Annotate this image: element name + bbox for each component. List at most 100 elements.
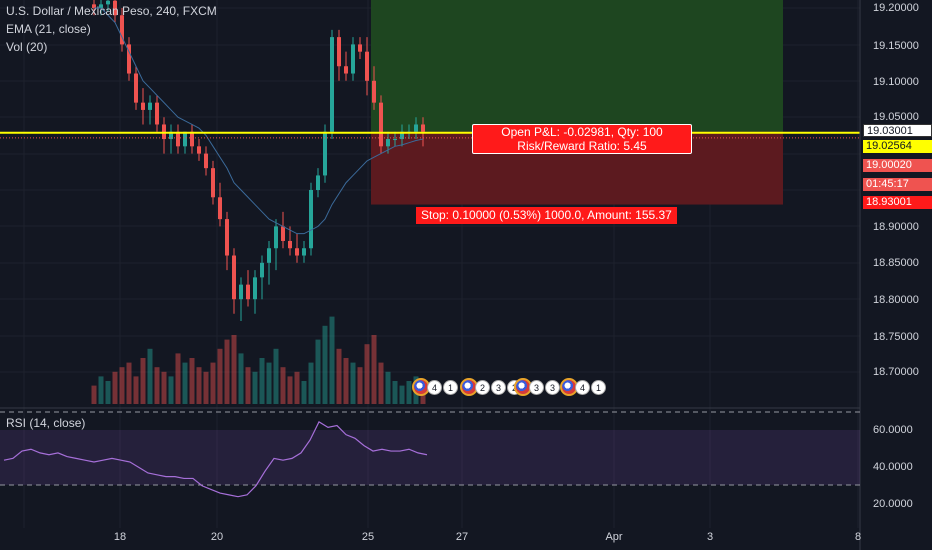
- candle-body[interactable]: [288, 240, 292, 249]
- candle-body[interactable]: [337, 37, 341, 67]
- candle-body[interactable]: [218, 197, 222, 220]
- candle-body[interactable]: [148, 102, 152, 110]
- countdown-label: 01:45:17: [863, 178, 932, 191]
- candle-body[interactable]: [190, 131, 194, 147]
- candle-body[interactable]: [141, 102, 145, 110]
- economic-event[interactable]: 3 3: [514, 376, 560, 398]
- volume-bar: [231, 335, 237, 404]
- volume-bars: [91, 316, 426, 404]
- volume-bar: [119, 367, 125, 404]
- candle-body[interactable]: [414, 124, 418, 132]
- candle-body[interactable]: [344, 66, 348, 74]
- candle-body[interactable]: [99, 4, 103, 8]
- volume-bar: [392, 381, 398, 404]
- ema-legend[interactable]: EMA (21, close): [6, 22, 91, 36]
- candle-body[interactable]: [330, 37, 334, 132]
- rsi-legend[interactable]: RSI (14, close): [6, 416, 86, 430]
- x-tick: 3: [706, 531, 714, 543]
- candle-body[interactable]: [183, 131, 187, 147]
- candle-body[interactable]: [400, 131, 404, 140]
- candle-body[interactable]: [225, 219, 229, 256]
- price-tick: 18.85000: [873, 257, 919, 269]
- candle-body[interactable]: [295, 248, 299, 256]
- price-tick: 18.75000: [873, 331, 919, 343]
- profit-zone[interactable]: [371, 0, 783, 132]
- volume-bar: [259, 358, 265, 404]
- candle-body[interactable]: [155, 102, 159, 125]
- candle-body[interactable]: [358, 44, 362, 52]
- candle-body[interactable]: [302, 248, 306, 256]
- price-tick: 19.20000: [873, 2, 919, 14]
- candle-body[interactable]: [421, 124, 425, 132]
- volume-bar: [287, 376, 293, 404]
- volume-bar: [217, 348, 223, 404]
- candle-body[interactable]: [127, 44, 131, 74]
- candle-body[interactable]: [134, 73, 138, 103]
- volume-bar: [210, 362, 216, 404]
- candle-body[interactable]: [113, 0, 117, 16]
- target-price-label: 19.03001: [863, 124, 932, 137]
- candle-body[interactable]: [169, 131, 173, 140]
- candle-body[interactable]: [386, 139, 390, 147]
- rsi-line: [3, 421, 428, 498]
- volume-bar: [105, 381, 111, 404]
- candle-body[interactable]: [323, 131, 327, 176]
- volume-bar: [385, 371, 391, 404]
- candle-body[interactable]: [92, 4, 96, 8]
- candle-body[interactable]: [120, 15, 124, 45]
- rsi-tick: 60.0000: [873, 424, 913, 436]
- candle-body[interactable]: [239, 284, 243, 300]
- volume-bar: [196, 367, 202, 404]
- candles[interactable]: [92, 0, 425, 322]
- event-count: 4: [575, 379, 590, 395]
- price-tick: 18.90000: [873, 221, 919, 233]
- candle-body[interactable]: [197, 146, 201, 154]
- candle-body[interactable]: [365, 51, 369, 81]
- candle-body[interactable]: [246, 284, 250, 300]
- pnl-box[interactable]: Open P&L: -0.02981, Qty: 100 Risk/Reward…: [472, 124, 692, 154]
- candle-body[interactable]: [316, 175, 320, 190]
- economic-event[interactable]: 4 1: [560, 376, 606, 398]
- candle-body[interactable]: [274, 226, 278, 249]
- candle-body[interactable]: [176, 131, 180, 147]
- x-tick: 27: [455, 531, 469, 543]
- candle-body[interactable]: [372, 80, 376, 103]
- volume-bar: [294, 371, 300, 404]
- candle-body[interactable]: [211, 168, 215, 198]
- volume-bar: [140, 358, 146, 404]
- candle-body[interactable]: [267, 248, 271, 263]
- volume-bar: [245, 367, 251, 404]
- x-tick: Apr: [605, 531, 623, 543]
- symbol-title[interactable]: U.S. Dollar / Mexican Peso, 240, FXCM: [6, 4, 217, 18]
- candle-body[interactable]: [232, 255, 236, 300]
- candle-body[interactable]: [281, 226, 285, 241]
- volume-bar: [266, 362, 272, 404]
- candle-body[interactable]: [309, 190, 313, 249]
- volume-bar: [161, 371, 167, 404]
- candle-body[interactable]: [260, 262, 264, 278]
- rsi-tick: 20.0000: [873, 498, 913, 510]
- candle-body[interactable]: [379, 102, 383, 147]
- volume-bar: [203, 371, 209, 404]
- volume-bar: [224, 339, 230, 404]
- candle-body[interactable]: [253, 277, 257, 300]
- volume-bar: [168, 376, 174, 404]
- volume-bar: [378, 362, 384, 404]
- volume-bar: [301, 381, 307, 404]
- volume-bar: [126, 362, 132, 404]
- stop-label[interactable]: Stop: 0.10000 (0.53%) 1000.0, Amount: 15…: [416, 207, 677, 224]
- vol-legend[interactable]: Vol (20): [6, 40, 48, 54]
- volume-bar: [112, 371, 118, 404]
- candle-body[interactable]: [393, 139, 397, 141]
- volume-bar: [133, 376, 139, 404]
- volume-bar: [280, 367, 286, 404]
- candle-body[interactable]: [106, 0, 110, 5]
- price-tick: 19.05000: [873, 111, 919, 123]
- economic-event[interactable]: 4 1: [412, 376, 458, 398]
- current-price-label: 19.02564: [863, 140, 932, 153]
- stop-price-label: 18.93001: [863, 196, 932, 209]
- economic-event[interactable]: 2 3 2: [460, 376, 522, 398]
- candle-body[interactable]: [351, 44, 355, 74]
- candle-body[interactable]: [204, 153, 208, 169]
